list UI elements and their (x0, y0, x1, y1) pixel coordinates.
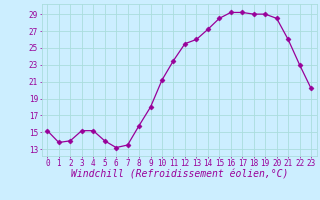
X-axis label: Windchill (Refroidissement éolien,°C): Windchill (Refroidissement éolien,°C) (70, 170, 288, 180)
